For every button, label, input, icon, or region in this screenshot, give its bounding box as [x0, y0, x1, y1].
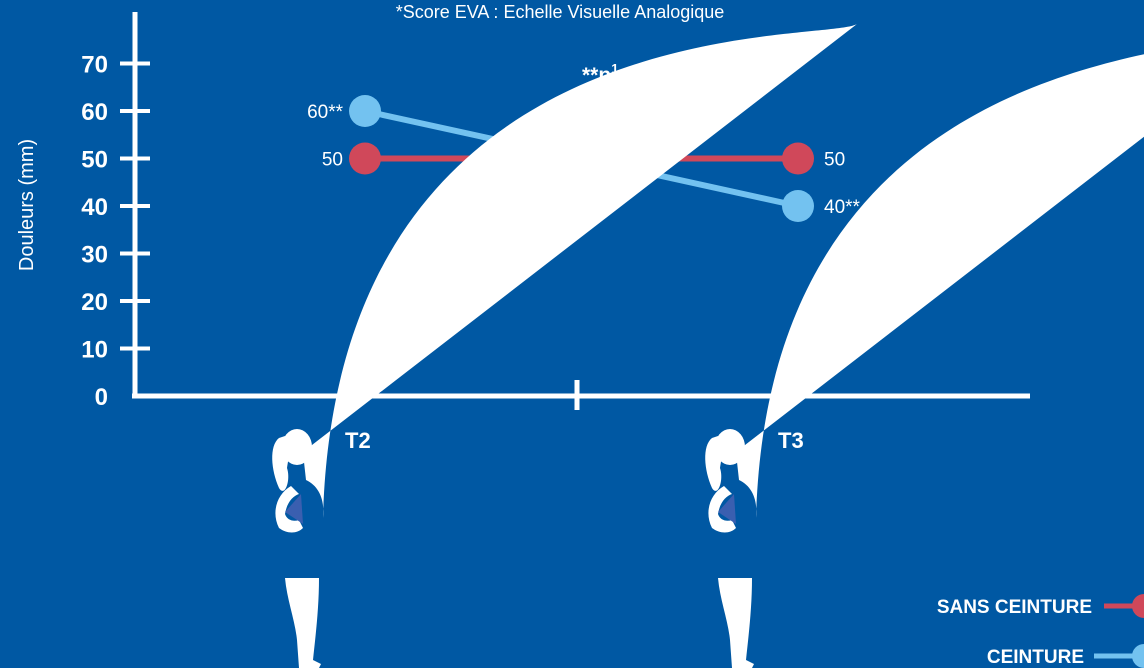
pregnant-woman-icon — [272, 24, 857, 668]
data-point — [782, 142, 814, 175]
y-tick-label: 10 — [81, 337, 108, 364]
legend-marker-sans-ceinture — [1132, 594, 1144, 618]
chart-note: *Score EVA : Echelle Visuelle Analogique — [396, 2, 725, 22]
y-tick-label: 40 — [81, 194, 108, 221]
y-tick-label: 70 — [81, 52, 108, 79]
categories-layer: T2 T3 — [272, 24, 1144, 668]
y-tick-label: 30 — [81, 242, 108, 269]
legend: SANS CEINTURE CEINTURE — [937, 594, 1144, 668]
data-point — [349, 142, 381, 175]
y-tick-label: 60 — [81, 99, 108, 126]
y-tick-label: 50 — [81, 147, 108, 174]
category-label: T3 — [778, 428, 804, 453]
pregnant-woman-icon — [705, 54, 1144, 668]
y-axis-label: Douleurs (mm) — [16, 139, 38, 271]
data-label: 50 — [322, 150, 343, 171]
data-point — [782, 190, 814, 222]
y-tick-label: 20 — [81, 289, 108, 316]
y-tick-label: 0 — [95, 384, 108, 411]
data-point — [349, 95, 381, 127]
legend-marker-ceinture — [1132, 644, 1144, 668]
p-value-annotation: **p1 = 0,004 — [582, 61, 695, 87]
category-label: T2 — [345, 428, 371, 453]
legend-label-ceinture: CEINTURE — [987, 647, 1084, 668]
data-label: 60** — [307, 102, 344, 123]
y-ticks: 0 10 20 30 40 50 60 70 — [81, 52, 150, 411]
data-label: 50 — [824, 150, 845, 171]
legend-label-sans-ceinture: SANS CEINTURE — [937, 597, 1092, 618]
data-label: 40** — [824, 197, 861, 218]
